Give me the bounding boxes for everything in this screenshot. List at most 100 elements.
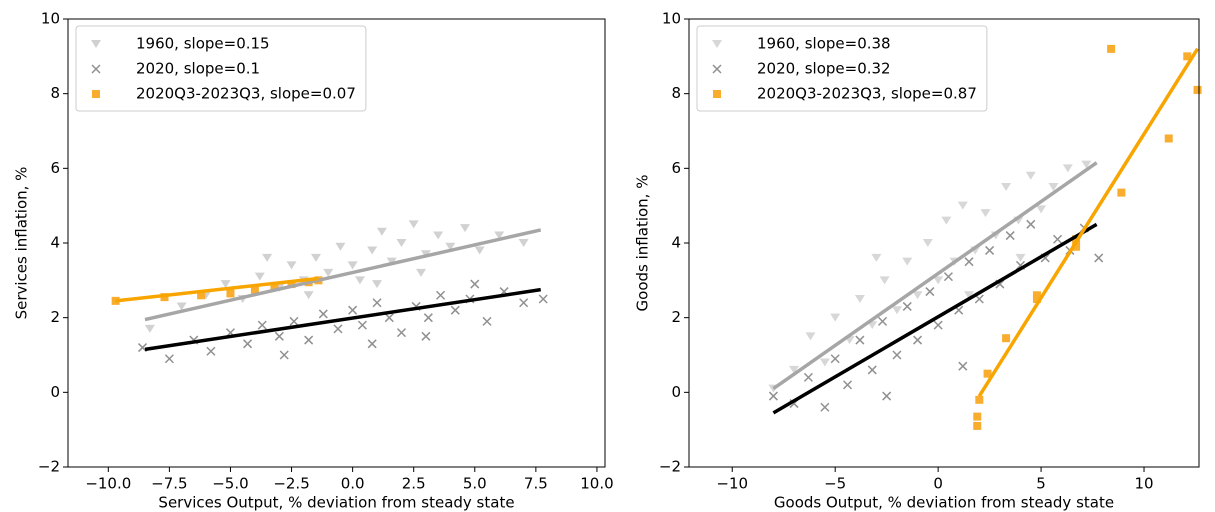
legend-box (696, 25, 988, 112)
point (985, 245, 995, 255)
y-tick-label: 4 (50, 234, 60, 252)
point (712, 64, 722, 74)
point (913, 335, 923, 345)
point (1026, 219, 1036, 229)
point (450, 305, 460, 315)
point (287, 280, 296, 289)
point (882, 391, 892, 401)
legend-box (75, 25, 367, 112)
x-tick-label: 10 (1134, 475, 1153, 493)
point (262, 253, 273, 262)
legend-label: 1960, slope=0.15 (136, 35, 270, 53)
point (243, 339, 253, 349)
point (867, 365, 877, 375)
point (91, 64, 101, 74)
point (270, 281, 279, 290)
point (983, 369, 992, 378)
point (482, 316, 492, 326)
point (386, 257, 397, 266)
point (470, 279, 480, 289)
x-tick-label: −10 (716, 475, 748, 493)
y-tick-label: 2 (671, 308, 681, 326)
point (289, 316, 299, 326)
point (357, 320, 367, 330)
point (1005, 231, 1015, 241)
point (335, 242, 346, 251)
fit-line (144, 287, 542, 352)
fit-line (144, 228, 542, 322)
x-tick-label: 10.0 (580, 475, 613, 493)
point (538, 294, 548, 304)
point (1107, 44, 1116, 53)
point (713, 90, 721, 98)
x-tick-label: 5 (1036, 475, 1046, 493)
point (286, 261, 297, 270)
point (474, 246, 485, 255)
x-tick-label: −5 (824, 475, 846, 493)
point (843, 380, 853, 390)
point (445, 242, 456, 251)
point (367, 339, 377, 349)
point (830, 354, 840, 364)
x-tick-label: −2.5 (273, 475, 309, 493)
point (206, 346, 216, 356)
point (310, 253, 321, 262)
point (1032, 295, 1041, 303)
point (879, 276, 890, 285)
legend-label: 2020, slope=0.1 (136, 60, 260, 78)
point (902, 257, 913, 266)
point (922, 239, 933, 247)
point (416, 268, 427, 277)
point (957, 201, 968, 210)
point (333, 324, 343, 334)
point (372, 298, 382, 308)
point (367, 246, 378, 255)
panel: −10.0 −7.5 −5.0 −2.5 0.0 2.5 5.0 7.5 10.0 −2 0 2 4 6 8… (13, 10, 614, 512)
point (980, 209, 991, 218)
point (421, 331, 431, 341)
point (1002, 334, 1011, 343)
point (303, 291, 314, 300)
point (933, 320, 943, 330)
x-axis-label: Services Output, % deviation from steady… (158, 494, 514, 512)
point (1001, 183, 1012, 191)
point (830, 313, 841, 322)
point (1072, 242, 1081, 251)
y-tick-label: −2 (38, 458, 60, 476)
x-tick-label: −7.5 (151, 475, 187, 493)
point (878, 316, 888, 326)
point (144, 324, 155, 333)
point (892, 350, 902, 360)
point (958, 361, 968, 371)
point (1183, 52, 1192, 61)
point (912, 291, 923, 300)
point (376, 227, 387, 236)
point (820, 402, 830, 412)
point (347, 261, 358, 270)
point (768, 391, 778, 401)
legend-label: 2020Q3-2023Q3, slope=0.87 (757, 85, 977, 103)
point (433, 231, 444, 240)
y-axis-label: Goods inflation, % (634, 175, 652, 312)
point (304, 335, 314, 345)
point (855, 335, 865, 345)
point (712, 40, 722, 48)
y-tick-label: 6 (671, 159, 681, 177)
x-tick-label: 0 (933, 475, 943, 493)
y-tick-label: 8 (671, 84, 681, 102)
fit-line (115, 276, 319, 303)
point (92, 90, 100, 98)
point (220, 280, 231, 289)
point (975, 395, 984, 404)
legend-label: 1960, slope=0.38 (757, 35, 891, 53)
point (973, 421, 982, 430)
y-tick-label: 0 (50, 383, 60, 401)
point (494, 231, 505, 240)
y-tick-label: −2 (659, 458, 681, 476)
legend-label: 2020, slope=0.32 (757, 60, 891, 78)
point (396, 328, 407, 338)
point (1062, 164, 1073, 173)
point (789, 365, 800, 374)
point (164, 354, 174, 364)
